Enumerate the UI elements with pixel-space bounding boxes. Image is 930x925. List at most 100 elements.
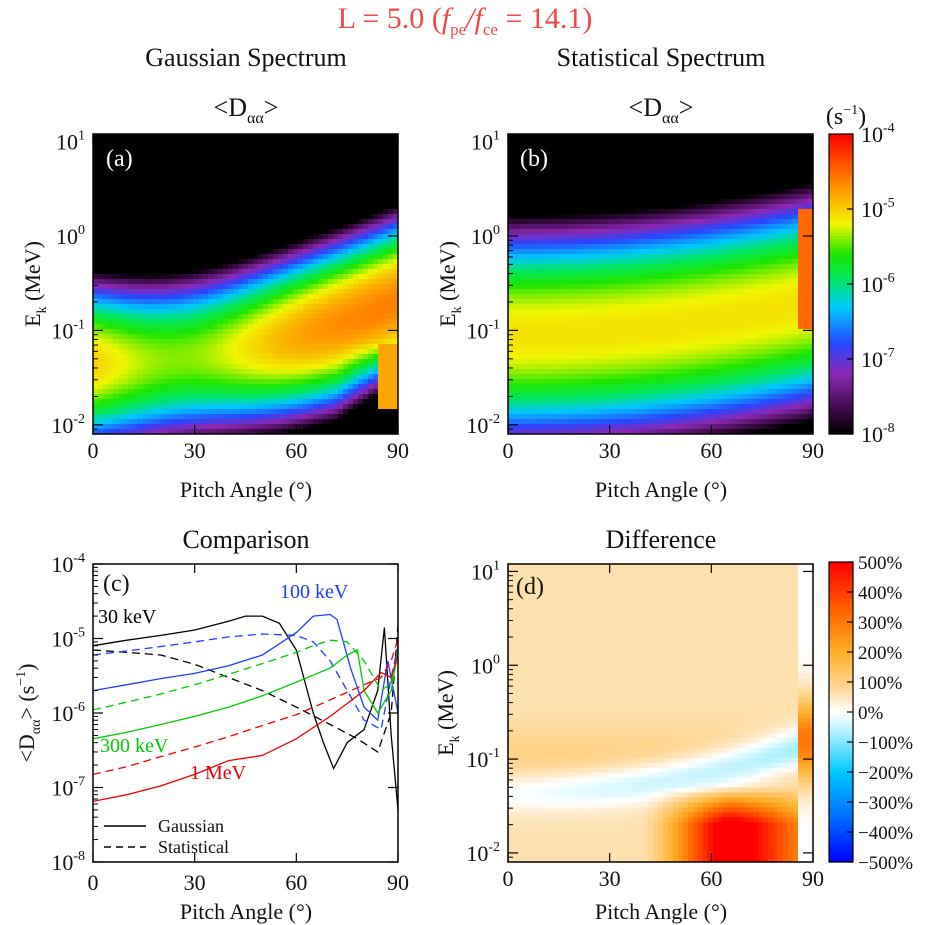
heatmap-cell bbox=[363, 319, 369, 325]
heatmap-cell bbox=[248, 389, 254, 395]
heatmap-cell bbox=[138, 304, 144, 310]
heatmap-cell bbox=[353, 134, 359, 140]
heatmap-cell bbox=[333, 209, 339, 215]
heatmap-cell bbox=[603, 164, 609, 170]
heatmap-cell bbox=[203, 359, 209, 365]
heatmap-cell bbox=[258, 204, 264, 210]
heatmap-cell bbox=[598, 184, 604, 190]
heatmap-cell bbox=[553, 399, 559, 405]
heatmap-cell bbox=[598, 324, 604, 330]
heatmap-cell bbox=[148, 294, 154, 300]
heatmap-cell bbox=[193, 214, 199, 220]
heatmap-cell bbox=[108, 269, 114, 275]
heatmap-cell bbox=[258, 164, 264, 170]
heatmap-cell bbox=[603, 419, 609, 425]
heatmap-cell bbox=[113, 429, 119, 434]
heatmap-cell bbox=[168, 209, 174, 215]
heatmap-cell bbox=[198, 299, 204, 305]
heatmap-cell bbox=[328, 344, 334, 350]
heatmap-cell bbox=[188, 204, 194, 210]
heatmap-cell bbox=[543, 164, 549, 170]
heatmap-cell bbox=[323, 209, 329, 215]
heatmap-cell bbox=[158, 429, 164, 434]
heatmap-cell bbox=[273, 234, 279, 240]
heatmap-cell bbox=[283, 209, 289, 215]
heatmap-cell bbox=[223, 284, 229, 290]
heatmap-cell bbox=[128, 259, 134, 265]
heatmap-cell bbox=[188, 279, 194, 285]
heatmap-cell bbox=[318, 409, 324, 415]
heatmap-cell bbox=[118, 404, 124, 410]
heatmap-cell bbox=[183, 254, 189, 260]
heatmap-cell bbox=[188, 349, 194, 355]
heatmap-cell bbox=[518, 174, 524, 180]
heatmap-cell bbox=[558, 384, 564, 390]
heatmap-cell bbox=[348, 364, 354, 370]
heatmap-cell bbox=[608, 179, 614, 185]
heatmap-cell bbox=[143, 419, 149, 425]
heatmap-cell bbox=[168, 134, 174, 140]
heatmap-cell bbox=[553, 374, 559, 380]
heatmap-cell bbox=[548, 374, 554, 380]
heatmap-cell bbox=[318, 269, 324, 275]
heatmap-cell bbox=[508, 269, 514, 275]
heatmap-cell bbox=[298, 334, 304, 340]
heatmap-cell bbox=[98, 304, 104, 310]
heatmap-cell bbox=[363, 364, 369, 370]
heatmap-cell bbox=[103, 389, 109, 395]
heatmap-cell bbox=[563, 139, 569, 145]
heatmap-cell bbox=[573, 209, 579, 215]
heatmap-cell bbox=[258, 404, 264, 410]
heatmap-cell bbox=[228, 334, 234, 340]
heatmap-cell bbox=[163, 404, 169, 410]
heatmap-cell bbox=[168, 179, 174, 185]
heatmap-cell bbox=[228, 294, 234, 300]
heatmap-cell bbox=[238, 389, 244, 395]
heatmap-cell bbox=[128, 369, 134, 375]
heatmap-cell bbox=[608, 314, 614, 320]
heatmap-cell bbox=[378, 144, 384, 150]
heatmap-cell bbox=[508, 364, 514, 370]
heatmap-cell bbox=[208, 339, 214, 345]
heatmap-cell bbox=[278, 144, 284, 150]
heatmap-cell bbox=[103, 164, 109, 170]
heatmap-cell bbox=[368, 309, 374, 315]
heatmap-cell bbox=[338, 149, 344, 155]
heatmap-cell bbox=[228, 394, 234, 400]
heatmap-cell bbox=[293, 344, 299, 350]
heatmap-cell bbox=[383, 424, 389, 430]
heatmap-cell bbox=[198, 334, 204, 340]
heatmap-cell bbox=[148, 324, 154, 330]
heatmap-cell bbox=[123, 369, 129, 375]
heatmap-cell bbox=[273, 274, 279, 280]
heatmap-cell bbox=[193, 419, 199, 425]
heatmap-cell bbox=[573, 169, 579, 175]
heatmap-cell bbox=[183, 169, 189, 175]
heatmap-cell bbox=[298, 149, 304, 155]
heatmap-cell bbox=[193, 424, 199, 430]
heatmap-cell bbox=[393, 174, 398, 180]
heatmap-cell bbox=[348, 284, 354, 290]
heatmap-cell bbox=[518, 169, 524, 175]
heatmap-cell bbox=[173, 369, 179, 375]
heatmap-cell bbox=[228, 419, 234, 425]
heatmap-cell bbox=[318, 339, 324, 345]
heatmap-cell bbox=[153, 404, 159, 410]
heatmap-cell bbox=[293, 339, 299, 345]
heatmap-cell bbox=[223, 414, 229, 420]
heatmap-cell bbox=[393, 319, 398, 325]
heatmap-cell bbox=[323, 349, 329, 355]
heatmap-cell bbox=[218, 299, 224, 305]
heatmap-cell bbox=[273, 244, 279, 250]
heatmap-cell bbox=[138, 274, 144, 280]
heatmap-cell bbox=[383, 429, 389, 434]
heatmap-cell bbox=[298, 244, 304, 250]
heatmap-cell bbox=[548, 324, 554, 330]
heatmap-cell bbox=[253, 394, 259, 400]
heatmap-cell bbox=[543, 314, 549, 320]
heatmap-cell bbox=[288, 174, 294, 180]
heatmap-cell bbox=[318, 169, 324, 175]
heatmap-cell bbox=[393, 244, 398, 250]
heatmap-cell bbox=[553, 294, 559, 300]
heatmap-cell bbox=[318, 204, 324, 210]
